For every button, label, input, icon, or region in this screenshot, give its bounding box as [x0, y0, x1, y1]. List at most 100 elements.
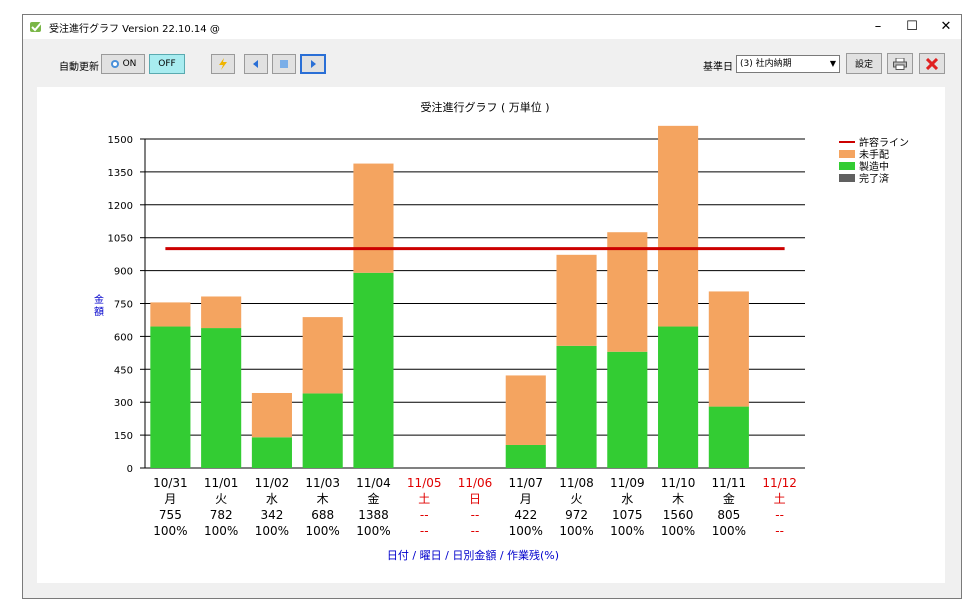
x-remaining-label: -- — [775, 524, 784, 538]
base-date-value: (3) 社内納期 — [740, 59, 792, 69]
x-remaining-label: 100% — [306, 524, 340, 538]
x-weekday-label: 土 — [418, 492, 430, 506]
base-date-label: 基準日 — [703, 62, 733, 73]
x-weekday-label: 水 — [266, 492, 278, 506]
bar-segment — [505, 375, 546, 445]
x-date-label: 11/11 — [712, 476, 747, 490]
x-remaining-label: -- — [420, 524, 429, 538]
stop-icon — [280, 60, 288, 68]
y-tick-label: 150 — [114, 431, 133, 442]
x-weekday-label: 月 — [520, 492, 532, 506]
prev-icon — [253, 60, 258, 68]
x-date-label: 11/02 — [255, 476, 290, 490]
x-date-label: 11/04 — [356, 476, 391, 490]
x-total-label: -- — [471, 508, 480, 522]
base-date-select[interactable]: (3) 社内納期 ▼ — [736, 55, 840, 73]
lightning-icon — [219, 58, 227, 70]
x-weekday-label: 木 — [317, 492, 329, 506]
y-axis-label-char: 金 — [94, 293, 104, 306]
x-total-label: 1075 — [612, 508, 643, 522]
x-weekday-label: 金 — [367, 491, 379, 506]
refresh-icon — [110, 60, 119, 68]
x-remaining-label: 100% — [356, 524, 390, 538]
chevron-down-icon: ▼ — [829, 59, 836, 68]
x-weekday-label: 金 — [723, 491, 735, 506]
x-weekday-label: 日 — [469, 492, 481, 506]
close-red-icon — [926, 57, 938, 70]
x-weekday-label: 土 — [774, 492, 786, 506]
bar-segment — [251, 437, 292, 468]
x-remaining-label: 100% — [610, 524, 644, 538]
y-tick-label: 1350 — [108, 168, 133, 179]
bar-segment — [607, 232, 648, 352]
chart-title: 受注進行グラフ ( 万単位 ) — [420, 100, 549, 114]
x-date-label: 11/03 — [305, 476, 340, 490]
bar-segment — [150, 302, 191, 327]
x-remaining-label: 100% — [153, 524, 187, 538]
y-tick-label: 1500 — [108, 135, 133, 146]
auto-update-on-button[interactable]: ON — [101, 54, 145, 74]
auto-update-off-button[interactable]: OFF — [149, 54, 185, 74]
y-tick-label: 900 — [114, 267, 133, 278]
x-remaining-label: 100% — [255, 524, 289, 538]
settings-button[interactable]: 設定 — [846, 53, 882, 74]
next-icon — [311, 60, 316, 68]
bar-segment — [353, 272, 394, 468]
minimize-button[interactable]: – — [874, 19, 882, 34]
bar-segment — [201, 328, 242, 468]
x-remaining-label: 100% — [712, 524, 746, 538]
x-date-label: 11/07 — [508, 476, 543, 490]
x-weekday-label: 水 — [621, 492, 633, 506]
close-window-button[interactable]: ✕ — [940, 19, 952, 34]
prev-button[interactable] — [244, 54, 268, 74]
x-remaining-label: 100% — [509, 524, 543, 538]
legend-label: 製造中 — [859, 160, 889, 173]
x-date-label: 11/10 — [661, 476, 696, 490]
legend-label: 未手配 — [859, 148, 889, 161]
legend-swatch — [839, 174, 855, 182]
lightning-button[interactable] — [211, 54, 235, 74]
legend-swatch — [839, 150, 855, 158]
x-labels-group: 10/31 月 755 100% 11/01 火 782 100% 11/02 水 342 100% 1… — [153, 476, 797, 538]
x-total-label: 805 — [717, 508, 740, 522]
x-remaining-label: -- — [471, 524, 480, 538]
bar-segment — [505, 444, 546, 468]
x-total-label: 782 — [210, 508, 233, 522]
bar-segment — [708, 291, 749, 407]
bars-group — [150, 125, 749, 468]
y-axis-label: 金額 — [94, 293, 104, 318]
on-label: ON — [122, 59, 137, 69]
printer-icon — [893, 57, 907, 70]
x-weekday-label: 月 — [164, 492, 176, 506]
x-date-label: 11/06 — [458, 476, 493, 490]
y-tick-label: 300 — [114, 398, 133, 409]
settings-label: 設定 — [854, 60, 873, 70]
x-date-label: 11/01 — [204, 476, 239, 490]
order-progress-chart: 受注進行グラフ ( 万単位 ) 金額 日付 / 曜日 / 日別金額 / 作業残(… — [94, 100, 909, 562]
y-tick-label: 600 — [114, 332, 133, 343]
x-total-label: 755 — [159, 508, 182, 522]
bar-segment — [201, 296, 242, 329]
chart-panel: 受注進行グラフ ( 万単位 ) 金額 日付 / 曜日 / 日別金額 / 作業残(… — [37, 87, 945, 583]
stop-button[interactable] — [272, 54, 296, 74]
y-tick-label: 1050 — [108, 234, 133, 245]
x-total-label: 422 — [514, 508, 537, 522]
legend-label: 許容ライン — [859, 136, 909, 149]
y-tick-label: 750 — [114, 300, 133, 311]
next-button[interactable] — [300, 54, 326, 74]
bar-segment — [251, 392, 292, 438]
bar-segment — [150, 326, 191, 468]
window-title: 受注進行グラフ Version 22.10.14 @ — [49, 24, 220, 35]
x-weekday-label: 火 — [215, 492, 227, 506]
y-axis-label-char: 額 — [94, 305, 104, 318]
x-date-label: 11/09 — [610, 476, 645, 490]
bar-segment — [556, 345, 597, 468]
exit-button[interactable] — [919, 53, 945, 74]
x-total-label: -- — [420, 508, 429, 522]
x-axis-label: 日付 / 曜日 / 日別金額 / 作業残(%) — [387, 548, 559, 562]
maximize-button[interactable]: ☐ — [906, 19, 918, 34]
x-total-label: 972 — [565, 508, 588, 522]
print-button[interactable] — [887, 53, 913, 74]
y-tick-label: 1200 — [108, 201, 133, 212]
x-remaining-label: 100% — [204, 524, 238, 538]
